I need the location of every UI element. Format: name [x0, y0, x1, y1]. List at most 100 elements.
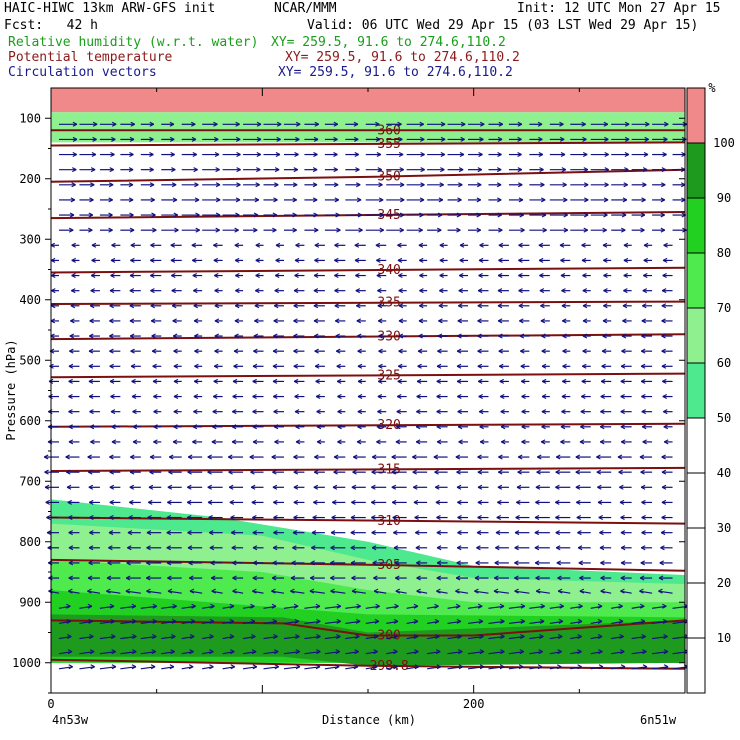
wind-vector-head	[88, 212, 94, 218]
wind-vector-head	[399, 212, 405, 218]
wind-vector-head	[192, 439, 197, 445]
wind-vector-head	[518, 288, 523, 294]
wind-vector-head	[497, 152, 502, 158]
wind-vector	[283, 666, 301, 670]
colorbar-label: 30	[717, 521, 731, 535]
wind-vector-head	[520, 378, 526, 384]
wind-vector-head	[231, 545, 237, 551]
wind-vector	[345, 666, 359, 670]
wind-vector-head	[639, 575, 645, 581]
wind-vector-head	[436, 394, 441, 400]
wind-vector-head	[355, 618, 361, 624]
wind-vector-head	[515, 515, 520, 521]
wind-vector-head	[416, 409, 421, 415]
wind-vector-head	[129, 469, 135, 475]
wind-vector-head	[293, 499, 299, 505]
wind-vector-head	[209, 634, 214, 640]
wind-vector-head	[479, 424, 484, 430]
wind-vector-head	[71, 257, 76, 263]
wind-vector-head	[498, 454, 503, 460]
wind-vector	[345, 635, 360, 640]
wind-vector-head	[641, 530, 646, 536]
wind-vector-head	[475, 560, 480, 566]
wind-vector-head	[643, 257, 648, 263]
wind-vector	[365, 605, 380, 609]
wind-vector	[120, 635, 137, 640]
wind-vector-head	[232, 394, 237, 400]
wind-vector-head	[230, 649, 235, 655]
wind-vector-head	[376, 273, 382, 279]
wind-vector-head	[456, 348, 462, 354]
wind-vector-head	[229, 634, 235, 640]
wind-vector-head	[540, 303, 545, 309]
wind-vector-head	[624, 152, 630, 158]
wind-vector-head	[207, 454, 212, 460]
wind-vector	[493, 590, 510, 594]
wind-vector	[529, 620, 545, 625]
wind-vector-head	[436, 424, 442, 430]
wind-vector-head	[620, 515, 625, 521]
wind-vector-head	[624, 136, 630, 142]
wind-vector-head	[643, 152, 649, 158]
wind-vector-head	[88, 394, 94, 400]
wind-vector	[558, 590, 571, 594]
wind-vector	[427, 605, 439, 609]
wind-vector-head	[274, 439, 279, 445]
wind-vector-head	[88, 499, 94, 505]
wind-vector-head	[309, 575, 315, 581]
wind-vector-head	[132, 634, 137, 640]
wind-vector-head	[351, 588, 357, 594]
theta-label-315: 315	[377, 462, 400, 477]
wind-vector	[631, 651, 647, 655]
y-tick-label: 200	[19, 172, 41, 186]
wind-vector-head	[313, 499, 318, 505]
wind-vector-head	[252, 363, 258, 369]
wind-vector-head	[476, 182, 482, 188]
x-tick-label: 0	[47, 697, 54, 711]
wind-vector-head	[173, 212, 179, 218]
wind-vector-head	[398, 318, 404, 324]
wind-vector	[631, 620, 646, 625]
wind-vector-head	[644, 136, 649, 142]
wind-vector-head	[534, 515, 540, 521]
wind-vector	[304, 605, 321, 609]
wind-vector-head	[602, 227, 607, 233]
wind-vector-head	[391, 454, 397, 460]
wind-vector-head	[436, 545, 442, 551]
wind-vector-head	[661, 303, 667, 309]
wind-vector-head	[540, 182, 545, 188]
wind-vector	[283, 635, 300, 640]
wind-vector-head	[355, 182, 361, 188]
wind-vector-head	[519, 212, 524, 218]
wind-vector	[352, 590, 366, 594]
wind-vector-head	[274, 167, 280, 173]
wind-vector-head	[127, 530, 133, 536]
wind-vector-head	[192, 424, 198, 430]
wind-vector-head	[129, 499, 134, 505]
wind-vector-head	[128, 515, 133, 521]
wind-vector-head	[68, 588, 73, 594]
wind-vector-head	[496, 515, 501, 521]
wind-vector-head	[166, 545, 171, 551]
wind-vector	[672, 620, 689, 625]
colorbar-label: 60	[717, 356, 731, 370]
wind-vector-head	[337, 409, 342, 415]
wind-vector-head	[132, 439, 138, 445]
wind-vector-head	[189, 634, 195, 640]
wind-vector-head	[476, 197, 482, 203]
wind-vector-head	[582, 288, 588, 294]
wind-vector-head	[171, 182, 177, 188]
wind-vector-head	[50, 303, 56, 309]
wind-vector-head	[167, 484, 173, 490]
wind-vector-head	[152, 603, 158, 609]
wind-vector-head	[109, 318, 114, 324]
wind-vector-head	[555, 469, 560, 475]
theta-contour-325	[50, 372, 686, 379]
wind-vector	[181, 635, 195, 640]
wind-vector-head	[67, 649, 73, 655]
wind-vector-head	[474, 588, 479, 594]
wind-vector-head	[149, 469, 154, 475]
wind-vector-head	[293, 603, 299, 609]
wind-vector-head	[90, 664, 95, 670]
wind-vector-head	[518, 242, 523, 248]
